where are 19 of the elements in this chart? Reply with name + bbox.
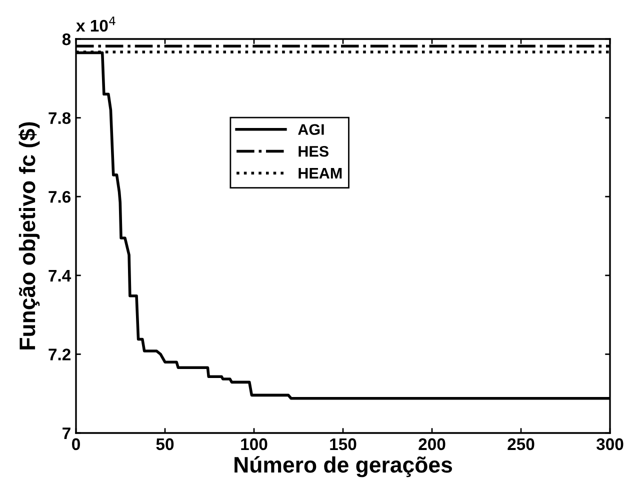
y-tick-label: 7 — [62, 428, 70, 440]
legend-label: AGI — [298, 124, 324, 135]
text: x 10$^{4}$ — [76, 16, 116, 32]
x-axis-title: Número de gerações — [234, 456, 452, 478]
y-tick-label: 7.2 — [48, 348, 70, 360]
x-tick-label: 300 — [596, 438, 624, 450]
y-tick-label: 7.6 — [48, 191, 71, 203]
legend-label: HES — [298, 146, 328, 157]
x-tick-label: 0 — [72, 438, 80, 450]
y-tick-label: 7.8 — [48, 112, 71, 124]
x-tick-label: 250 — [508, 438, 534, 450]
legend-label: HEAM — [298, 168, 342, 179]
x-tick-label: 200 — [418, 438, 446, 450]
y-axis-title: Função objetivo fc ($) — [18, 122, 40, 350]
x-tick-label: 100 — [241, 438, 268, 450]
y-tick-label: 7.4 — [48, 270, 72, 282]
y-tick-label: 8 — [62, 33, 71, 46]
x-tick-label: 150 — [330, 438, 356, 450]
x-tick-label: 50 — [156, 438, 174, 450]
